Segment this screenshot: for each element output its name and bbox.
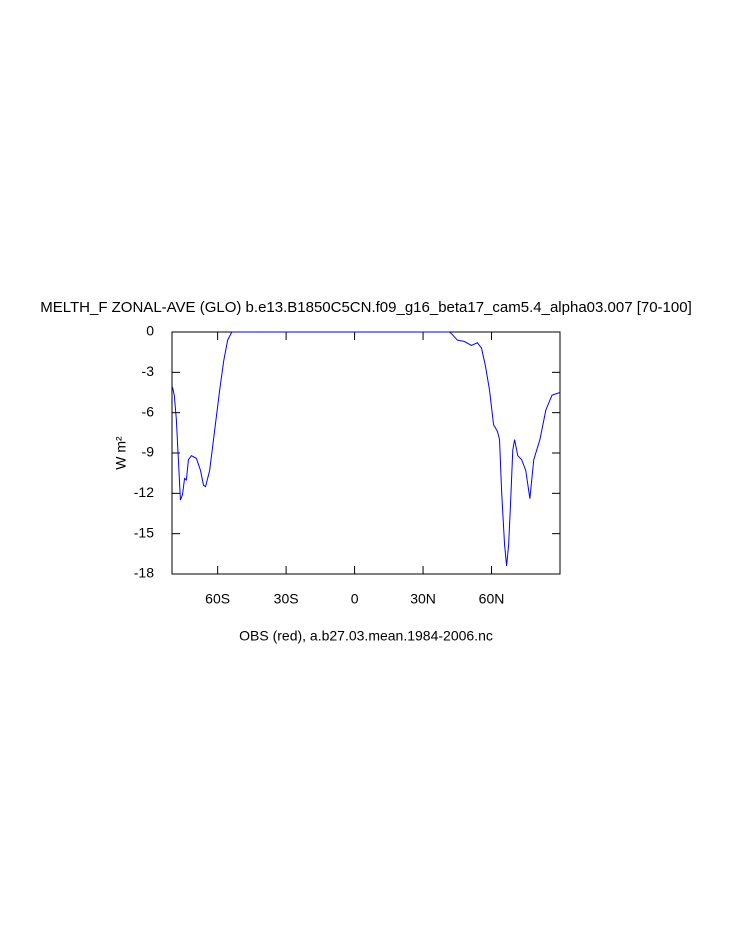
x-tick-label: 60S: [205, 591, 230, 607]
x-tick-label: 30N: [410, 591, 436, 607]
y-tick-label: 0: [146, 323, 154, 339]
y-tick-label: -6: [142, 403, 155, 419]
y-axis-label: W m²: [113, 436, 129, 470]
x-axis-label: OBS (red), a.b27.03.mean.1984-2006.nc: [239, 628, 493, 644]
y-tick-label: -12: [134, 484, 154, 500]
y-tick-label: -18: [134, 565, 154, 581]
y-tick-label: -15: [134, 524, 154, 540]
data-line: [171, 331, 561, 566]
chart-title: MELTH_F ZONAL-AVE (GLO) b.e13.B1850C5CN.…: [40, 299, 692, 316]
plot-frame: [171, 331, 561, 575]
y-tick-label: -3: [142, 363, 155, 379]
x-tick-label: 30S: [274, 591, 299, 607]
x-tick-label: 0: [351, 591, 359, 607]
y-tick-label: -9: [142, 444, 155, 460]
x-tick-label: 60N: [479, 591, 505, 607]
